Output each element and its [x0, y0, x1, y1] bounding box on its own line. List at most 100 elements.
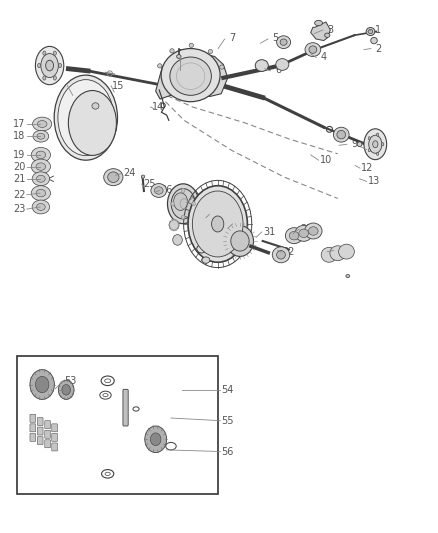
Circle shape	[58, 380, 74, 399]
Ellipse shape	[151, 183, 166, 197]
Text: 9: 9	[351, 139, 357, 149]
Ellipse shape	[170, 49, 174, 53]
Ellipse shape	[43, 51, 46, 55]
Ellipse shape	[289, 231, 299, 240]
FancyBboxPatch shape	[52, 424, 57, 432]
Ellipse shape	[36, 163, 46, 170]
FancyBboxPatch shape	[45, 440, 50, 448]
Ellipse shape	[37, 133, 45, 139]
Ellipse shape	[43, 76, 46, 80]
Ellipse shape	[272, 247, 290, 263]
Ellipse shape	[104, 168, 123, 185]
Ellipse shape	[369, 135, 382, 154]
FancyBboxPatch shape	[37, 417, 43, 425]
Ellipse shape	[108, 172, 119, 182]
Ellipse shape	[181, 188, 185, 192]
Text: 56: 56	[222, 447, 234, 456]
Text: 6: 6	[275, 65, 281, 75]
Ellipse shape	[161, 49, 220, 102]
Ellipse shape	[202, 257, 210, 263]
Ellipse shape	[377, 133, 379, 136]
FancyBboxPatch shape	[45, 430, 50, 438]
Ellipse shape	[276, 59, 289, 70]
Ellipse shape	[189, 43, 194, 47]
Ellipse shape	[280, 39, 287, 45]
Ellipse shape	[154, 187, 163, 194]
Text: 11: 11	[368, 144, 380, 155]
Ellipse shape	[158, 64, 162, 68]
Text: 22: 22	[13, 190, 25, 200]
Ellipse shape	[173, 193, 187, 211]
Ellipse shape	[368, 29, 373, 34]
Ellipse shape	[173, 235, 182, 245]
Text: 15: 15	[113, 81, 125, 91]
Ellipse shape	[188, 185, 247, 262]
Ellipse shape	[295, 225, 312, 241]
Ellipse shape	[54, 75, 117, 160]
Text: 20: 20	[13, 161, 25, 172]
FancyBboxPatch shape	[45, 421, 50, 429]
Ellipse shape	[371, 37, 377, 44]
Ellipse shape	[167, 184, 199, 224]
Text: 3: 3	[327, 25, 333, 35]
Circle shape	[145, 426, 166, 453]
Ellipse shape	[38, 63, 41, 68]
Circle shape	[150, 433, 161, 446]
Ellipse shape	[220, 65, 224, 69]
Ellipse shape	[41, 54, 58, 77]
Ellipse shape	[169, 224, 170, 226]
Polygon shape	[311, 22, 330, 41]
Text: 4: 4	[321, 52, 327, 61]
Ellipse shape	[299, 229, 308, 238]
Ellipse shape	[32, 200, 49, 214]
Text: 25: 25	[143, 179, 155, 189]
Ellipse shape	[37, 120, 47, 127]
Text: 8: 8	[177, 49, 183, 59]
Text: 52: 52	[335, 246, 347, 255]
Ellipse shape	[321, 247, 337, 262]
Ellipse shape	[314, 20, 322, 26]
Polygon shape	[155, 51, 228, 99]
Text: 54: 54	[222, 385, 234, 395]
Ellipse shape	[171, 229, 172, 230]
Ellipse shape	[176, 220, 177, 221]
FancyBboxPatch shape	[52, 443, 57, 451]
Ellipse shape	[226, 225, 254, 256]
Text: 13: 13	[368, 176, 380, 187]
FancyBboxPatch shape	[37, 427, 43, 435]
Ellipse shape	[176, 229, 177, 230]
Text: 10: 10	[320, 155, 332, 165]
Ellipse shape	[46, 60, 53, 71]
Text: 17: 17	[13, 119, 25, 129]
Ellipse shape	[277, 251, 286, 259]
Text: 26: 26	[160, 185, 173, 196]
Ellipse shape	[36, 189, 46, 197]
Ellipse shape	[373, 141, 378, 148]
Text: 27: 27	[193, 193, 205, 204]
Text: 19: 19	[13, 150, 25, 160]
Text: 16: 16	[69, 81, 81, 91]
Text: 12: 12	[361, 163, 374, 173]
Text: 7: 7	[229, 33, 235, 43]
Ellipse shape	[31, 185, 50, 200]
Text: 21: 21	[13, 174, 25, 184]
Ellipse shape	[171, 201, 174, 206]
Ellipse shape	[277, 36, 290, 49]
Ellipse shape	[53, 51, 57, 55]
Text: 53: 53	[64, 376, 77, 386]
Ellipse shape	[31, 148, 50, 163]
Text: 1: 1	[375, 25, 381, 35]
Text: 14: 14	[152, 102, 164, 112]
Ellipse shape	[177, 227, 179, 229]
Ellipse shape	[333, 127, 349, 142]
Text: 5: 5	[272, 33, 279, 43]
Ellipse shape	[337, 131, 346, 139]
Text: 29: 29	[211, 209, 223, 220]
Bar	[17, 356, 218, 494]
Ellipse shape	[169, 227, 170, 229]
Ellipse shape	[255, 60, 268, 71]
Ellipse shape	[366, 28, 375, 36]
Ellipse shape	[212, 216, 224, 232]
Ellipse shape	[330, 246, 346, 261]
Text: 2: 2	[375, 44, 381, 53]
